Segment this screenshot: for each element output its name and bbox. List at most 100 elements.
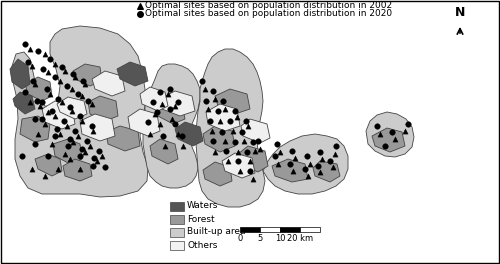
Polygon shape <box>13 92 35 114</box>
Point <box>68 87 76 91</box>
Point <box>58 65 66 69</box>
Point <box>249 177 257 181</box>
Bar <box>280 227 300 232</box>
Point <box>159 134 167 138</box>
Polygon shape <box>57 97 87 119</box>
Point <box>66 105 74 109</box>
Point <box>166 87 174 91</box>
Point <box>26 100 34 104</box>
Point <box>332 144 340 148</box>
Point <box>373 124 381 128</box>
Point <box>71 75 79 79</box>
Point <box>314 164 322 168</box>
Point <box>48 142 56 146</box>
Point <box>93 159 101 163</box>
Bar <box>260 227 280 232</box>
Point <box>178 134 186 138</box>
Polygon shape <box>53 139 82 164</box>
Polygon shape <box>63 159 92 181</box>
Point <box>39 67 47 71</box>
Point <box>376 132 384 136</box>
Point <box>64 144 72 148</box>
Point <box>26 47 34 51</box>
Point <box>231 109 239 113</box>
Polygon shape <box>25 77 52 101</box>
Point <box>209 139 217 143</box>
Point <box>273 142 281 146</box>
Point <box>208 129 216 133</box>
Point <box>156 90 164 94</box>
Point <box>21 90 29 94</box>
Point <box>98 154 106 158</box>
Point <box>136 4 144 8</box>
Point <box>69 72 77 76</box>
Point <box>221 139 229 143</box>
Point <box>71 129 79 133</box>
Polygon shape <box>263 134 348 194</box>
Point <box>168 117 176 121</box>
Point <box>204 107 212 111</box>
Text: Forest: Forest <box>187 214 214 224</box>
Point <box>78 119 86 123</box>
Point <box>391 137 399 141</box>
Point <box>161 144 169 148</box>
Point <box>388 130 396 134</box>
Point <box>38 100 46 104</box>
Point <box>51 134 59 138</box>
Point <box>58 100 66 104</box>
Point <box>83 139 91 143</box>
Point <box>21 42 29 46</box>
Point <box>216 119 224 123</box>
Polygon shape <box>160 91 195 116</box>
Polygon shape <box>175 122 203 146</box>
Text: 10: 10 <box>275 234 285 243</box>
Point <box>246 169 254 173</box>
Point <box>251 149 259 153</box>
Polygon shape <box>92 71 125 96</box>
Point <box>249 140 257 144</box>
Point <box>74 92 82 96</box>
Point <box>171 104 179 108</box>
Bar <box>170 228 184 237</box>
Point <box>254 139 262 143</box>
Polygon shape <box>238 146 268 172</box>
Polygon shape <box>215 89 250 114</box>
Text: 5: 5 <box>258 234 262 243</box>
Point <box>291 156 299 160</box>
Point <box>34 49 42 53</box>
Point <box>202 99 210 103</box>
Polygon shape <box>73 64 102 86</box>
Point <box>48 109 56 113</box>
Polygon shape <box>203 126 235 152</box>
Point <box>244 124 252 128</box>
Point <box>271 154 279 158</box>
Point <box>68 109 76 113</box>
Point <box>78 147 86 151</box>
Point <box>51 62 59 66</box>
Point <box>329 165 337 169</box>
Point <box>43 87 51 91</box>
Polygon shape <box>20 116 50 142</box>
Point <box>76 114 84 118</box>
Point <box>242 119 250 123</box>
Point <box>81 150 89 154</box>
Point <box>46 92 54 96</box>
Point <box>63 124 71 128</box>
Point <box>29 79 37 83</box>
Point <box>24 60 32 64</box>
Polygon shape <box>313 161 340 182</box>
Polygon shape <box>143 64 200 188</box>
Polygon shape <box>140 87 168 111</box>
Point <box>51 114 59 118</box>
Polygon shape <box>12 26 148 197</box>
Bar <box>300 227 320 232</box>
Point <box>31 82 39 86</box>
Point <box>331 152 339 156</box>
Point <box>156 122 164 126</box>
Polygon shape <box>203 162 232 186</box>
Point <box>56 79 64 83</box>
Polygon shape <box>117 62 148 86</box>
Point <box>41 52 49 56</box>
Point <box>243 150 251 154</box>
Point <box>31 142 39 146</box>
